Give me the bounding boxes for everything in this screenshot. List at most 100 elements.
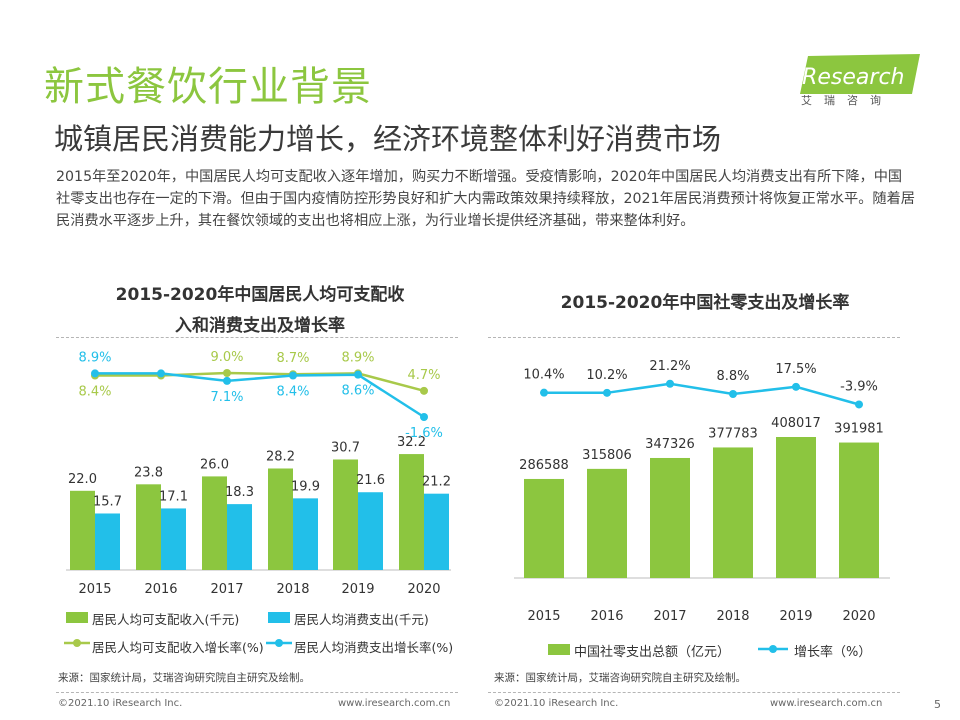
spending-bar [293, 498, 318, 570]
retail-growth-point [603, 388, 611, 397]
spending-bar-label: 18.3 [225, 485, 254, 500]
income-growth-label: 4.7% [407, 368, 440, 383]
spending-growth-point [420, 412, 428, 421]
retail-growth-point [729, 389, 737, 398]
income-bar [136, 484, 161, 570]
left-x-tick-label: 2018 [276, 582, 309, 597]
spending-growth-line [95, 372, 425, 419]
retail-growth-line [543, 382, 860, 406]
legend-income-swatch [66, 612, 88, 623]
retail-growth-label: 21.2% [649, 359, 690, 374]
income-bar-label: 32.2 [397, 435, 426, 450]
spending-growth-point [223, 376, 231, 385]
spending-growth-label: -1.6% [405, 426, 443, 441]
spending-bar [95, 513, 120, 570]
page-number: 5 [934, 698, 941, 711]
income-bar-label: 23.8 [134, 465, 163, 480]
spending-growth-point [91, 369, 99, 378]
legend-spend-label: 居民人均消费支出(千元) [294, 612, 429, 627]
income-bar [399, 454, 424, 570]
right-x-tick-label: 2016 [590, 609, 623, 624]
income-bar-label: 26.0 [200, 457, 229, 472]
retail-bar-label: 377783 [708, 426, 758, 441]
spending-bar [358, 492, 383, 570]
footer-url-left: www.iresearch.com.cn [338, 698, 451, 709]
right-x-tick-label: 2015 [527, 609, 560, 624]
spending-growth-point [289, 371, 297, 380]
spending-growth-label: 8.4% [276, 384, 309, 399]
left-source: 来源：国家统计局，艾瑞咨询研究院自主研究及绘制。 [58, 672, 310, 684]
retail-bar-label: 408017 [771, 416, 821, 431]
left-x-tick-label: 2016 [144, 582, 177, 597]
legend-retail-growth-swatch [758, 645, 788, 653]
footer-url-right: www.iresearch.com.cn [770, 698, 883, 709]
retail-growth-point [792, 382, 800, 391]
legend-income-growth-swatch [64, 639, 90, 647]
legend-spend-growth-label: 居民人均消费支出增长率(%) [294, 640, 454, 655]
legend-spend-growth-swatch [266, 639, 292, 647]
retail-bar [587, 468, 627, 578]
retail-growth-label: 8.8% [716, 369, 749, 384]
income-growth-point [223, 369, 231, 377]
income-bar [70, 490, 95, 570]
right-chart-title: 2015-2020年中国社零支出及增长率 [560, 293, 850, 313]
left-chart-title-line2: 入和消费支出及增长率 [175, 316, 345, 336]
spending-growth-label: 8.9% [78, 350, 111, 365]
iresearch-logo: iResearch [796, 54, 920, 94]
logo-subtitle: 艾瑞咨询 [801, 94, 893, 107]
left-x-tick-label: 2015 [78, 582, 111, 597]
spending-bar [227, 504, 252, 570]
retail-bar [839, 442, 879, 578]
left-chart: 22.0 15.7 2015 23.8 17.1 2016 26.0 18.3 2017 28.2… [66, 350, 451, 597]
right-x-tick-label: 2020 [842, 609, 875, 624]
left-x-tick-label: 2019 [341, 582, 374, 597]
retail-bar [776, 437, 816, 578]
right-x-tick-label: 2018 [716, 609, 749, 624]
left-chart-frame [56, 337, 458, 693]
spending-bar-label: 17.1 [159, 489, 188, 504]
retail-bar [650, 457, 690, 578]
income-bar [268, 468, 293, 570]
left-chart-title-line1: 2015-2020年中国居民人均可支配收 [115, 285, 405, 305]
income-growth-label: 9.0% [210, 350, 243, 365]
right-x-tick-label: 2019 [779, 609, 812, 624]
retail-growth-label: -3.9% [840, 379, 878, 394]
spending-bar-label: 15.7 [93, 494, 122, 509]
retail-growth-label: 10.4% [523, 368, 564, 383]
legend-income-growth-label: 居民人均可支配收入增长率(%) [92, 640, 264, 655]
income-bar [202, 476, 227, 570]
retail-bar-label: 286588 [519, 458, 569, 473]
left-x-tick-label: 2017 [210, 582, 243, 597]
retail-growth-point [666, 379, 674, 388]
spending-bar [424, 493, 449, 570]
intro-paragraph: 2015年至2020年，中国居民人均可支配收入逐年增加，购买力不断增强。受疫情影… [56, 169, 915, 229]
page-subtitle: 城镇居民消费能力增长，经济环境整体利好消费市场 [54, 122, 722, 156]
retail-bar-label: 391981 [834, 422, 884, 437]
spending-bar-label: 19.9 [291, 479, 320, 494]
retail-growth-label: 17.5% [775, 362, 816, 377]
income-growth-label: 8.4% [78, 384, 111, 399]
page-title: 新式餐饮行业背景 [44, 64, 372, 110]
income-growth-label: 8.9% [341, 350, 374, 365]
income-bar-label: 30.7 [331, 440, 360, 455]
spending-growth-point [354, 370, 362, 379]
right-source: 来源：国家统计局，艾瑞咨询研究院自主研究及绘制。 [494, 672, 746, 684]
legend-income-label: 居民人均可支配收入(千元) [92, 612, 240, 627]
spending-growth-label: 8.6% [341, 384, 374, 399]
retail-growth-label: 10.2% [586, 368, 627, 383]
right-chart-frame [488, 337, 900, 693]
income-bar [333, 459, 358, 570]
retail-bar [713, 447, 753, 578]
legend-spend-swatch [268, 612, 290, 623]
logo-text: iResearch [796, 65, 905, 90]
income-growth-line [95, 371, 425, 393]
retail-growth-point [855, 400, 863, 409]
income-growth-label: 8.7% [276, 351, 309, 366]
spending-growth-label: 7.1% [210, 390, 243, 405]
legend-retail-label: 中国社零支出总额（亿元） [574, 645, 731, 660]
footer-copyright-right: ©2021.10 iResearch Inc. [494, 698, 619, 709]
retail-bar [524, 478, 564, 578]
legend-retail-growth-label: 增长率（%） [794, 645, 872, 660]
income-bar-label: 22.0 [68, 472, 97, 487]
spending-bar [161, 508, 186, 570]
